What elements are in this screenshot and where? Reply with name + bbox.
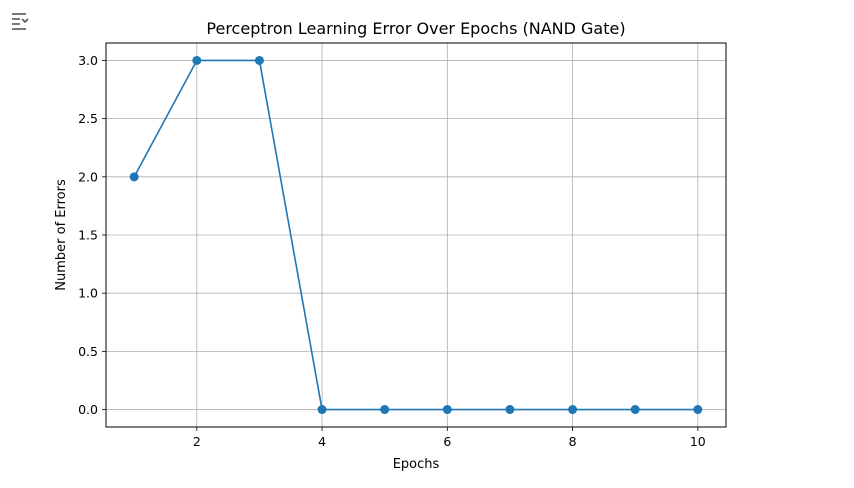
series-layer: [129, 55, 703, 415]
y-tick-label: 1.0: [78, 286, 98, 301]
y-tick-label: 0.0: [78, 402, 98, 417]
y-tick-label: 3.0: [78, 53, 98, 68]
y-axis-label: Number of Errors: [54, 179, 69, 291]
data-point: [254, 55, 264, 65]
y-tick-label: 2.5: [78, 111, 98, 126]
series-line: [133, 59, 698, 411]
data-point: [129, 172, 139, 182]
x-tick-label: 2: [193, 434, 201, 449]
x-tick-label: 6: [443, 434, 451, 449]
output-collapse-icon[interactable]: [8, 8, 32, 32]
data-point: [693, 405, 703, 415]
data-point: [630, 405, 640, 415]
data-point: [568, 405, 578, 415]
data-point: [442, 405, 452, 415]
data-point: [380, 405, 390, 415]
data-point: [317, 405, 327, 415]
grid-lines: [106, 43, 726, 427]
data-point: [505, 405, 515, 415]
y-tick-label: 2.0: [78, 169, 98, 184]
y-axis: 0.0 0.5 1.0 1.5 2.0 2.5 3.0: [78, 53, 106, 417]
x-axis: 2 4 6 8 10: [193, 427, 706, 449]
y-tick-label: 1.5: [78, 228, 98, 243]
x-tick-label: 4: [318, 434, 326, 449]
x-tick-label: 8: [569, 434, 577, 449]
x-axis-label: Epochs: [393, 457, 440, 472]
chart-title: Perceptron Learning Error Over Epochs (N…: [206, 19, 625, 38]
x-tick-label: 10: [690, 434, 706, 449]
data-point: [192, 55, 202, 65]
y-tick-label: 0.5: [78, 344, 98, 359]
